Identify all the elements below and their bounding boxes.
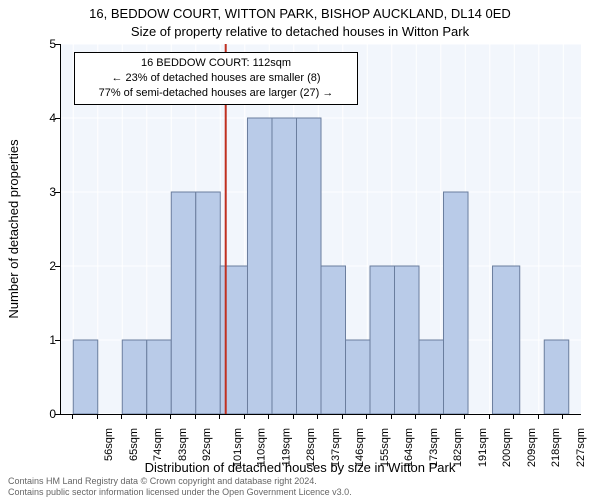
y-axis-title: Number of detached properties [6,139,21,318]
histogram-bar [171,192,196,414]
histogram-bar [147,340,172,414]
footer-attribution: Contains HM Land Registry data © Crown c… [8,476,352,498]
y-tick-label: 4 [16,111,56,125]
footer-line: Contains public sector information licen… [8,487,352,498]
histogram-bar [73,340,98,414]
x-tick-label: 74sqm [152,428,164,461]
x-tick-label: 92sqm [201,428,213,461]
histogram-bar [493,266,520,414]
histogram-bar [196,192,221,414]
y-tick-label: 1 [16,333,56,347]
x-tick-label: 56sqm [103,428,115,461]
histogram-bar [296,118,321,414]
histogram-bar [122,340,147,414]
histogram-bar [544,340,569,414]
histogram-bar [346,340,371,414]
histogram-bar [370,266,395,414]
y-tick-label: 2 [16,259,56,273]
y-tick-label: 3 [16,185,56,199]
annotation-line: 16 BEDDOW COURT: 112sqm [81,56,351,71]
histogram-bar [395,266,420,414]
histogram-bar [272,118,297,414]
y-tick-label: 0 [16,407,56,421]
figure: 16, BEDDOW COURT, WITTON PARK, BISHOP AU… [0,0,600,500]
chart-subtitle: Size of property relative to detached ho… [0,24,600,39]
histogram-bar [220,266,247,414]
annotation-line: ← 23% of detached houses are smaller (8) [81,71,351,86]
histogram-bar [419,340,444,414]
footer-line: Contains HM Land Registry data © Crown c… [8,476,352,487]
histogram-bar [321,266,346,414]
x-axis-title: Distribution of detached houses by size … [0,460,600,475]
chart-title-address: 16, BEDDOW COURT, WITTON PARK, BISHOP AU… [0,6,600,21]
annotation-line: 77% of semi-detached houses are larger (… [81,86,351,101]
x-tick-label: 83sqm [177,428,189,461]
x-tick-label: 65sqm [128,428,140,461]
y-tick-label: 5 [16,37,56,51]
histogram-bar [247,118,272,414]
annotation-box: 16 BEDDOW COURT: 112sqm ← 23% of detache… [74,52,358,105]
histogram-bar [444,192,469,414]
